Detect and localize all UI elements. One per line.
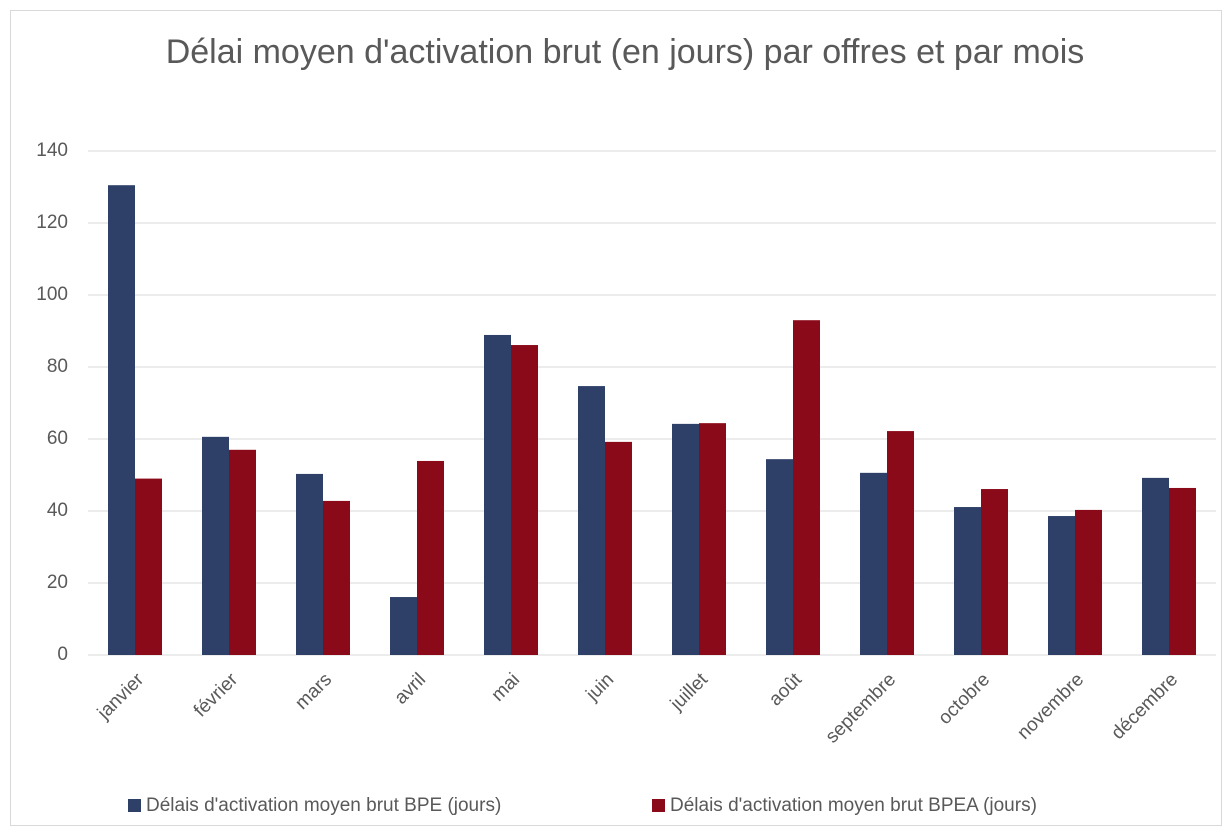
bar bbox=[860, 472, 887, 655]
bar bbox=[766, 459, 793, 655]
bar bbox=[1142, 477, 1169, 655]
bar bbox=[605, 441, 632, 655]
bar bbox=[954, 507, 981, 655]
y-tick-label: 60 bbox=[47, 428, 68, 449]
bar bbox=[699, 423, 726, 655]
bar bbox=[1075, 509, 1102, 655]
bar bbox=[323, 500, 350, 655]
bar bbox=[390, 597, 417, 655]
bar bbox=[511, 345, 538, 655]
y-tick-label: 100 bbox=[36, 284, 68, 305]
legend-swatch bbox=[652, 799, 665, 812]
legend-label: Délais d'activation moyen brut BPE (jour… bbox=[146, 795, 501, 816]
bar bbox=[793, 320, 820, 655]
bar bbox=[672, 423, 699, 655]
bar bbox=[578, 386, 605, 655]
legend-swatch bbox=[128, 799, 141, 812]
bar bbox=[887, 431, 914, 655]
bar bbox=[417, 460, 444, 655]
bar bbox=[1048, 516, 1075, 655]
bar bbox=[1169, 487, 1196, 655]
y-tick-label: 140 bbox=[36, 140, 68, 161]
chart-title: Délai moyen d'activation brut (en jours)… bbox=[165, 33, 1085, 71]
bar bbox=[108, 185, 135, 655]
y-tick-label: 80 bbox=[47, 356, 68, 377]
legend-label: Délais d'activation moyen brut BPEA (jou… bbox=[670, 795, 1037, 816]
y-tick-label: 0 bbox=[57, 644, 68, 665]
bar bbox=[135, 478, 162, 655]
bar bbox=[981, 489, 1008, 655]
bar bbox=[484, 334, 511, 655]
y-tick-label: 40 bbox=[47, 500, 68, 521]
bar bbox=[296, 473, 323, 655]
bar bbox=[202, 436, 229, 655]
y-tick-label: 20 bbox=[47, 572, 68, 593]
bar bbox=[229, 449, 256, 655]
chart-border bbox=[10, 10, 1222, 826]
y-tick-label: 120 bbox=[36, 212, 68, 233]
